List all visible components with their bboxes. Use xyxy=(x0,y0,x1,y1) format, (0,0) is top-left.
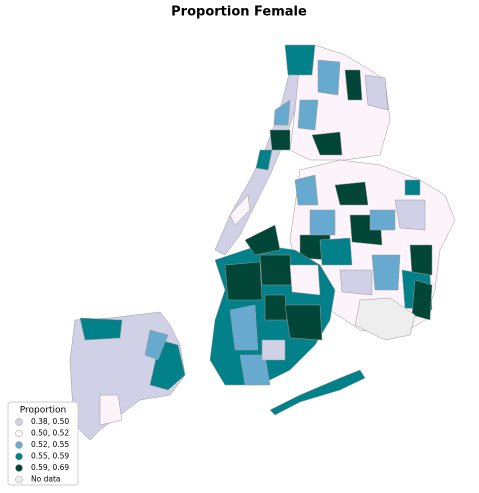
region xyxy=(289,44,391,161)
region xyxy=(354,297,416,341)
legend-label: No data xyxy=(31,475,60,484)
region xyxy=(99,394,123,426)
region xyxy=(369,209,396,231)
choropleth-map xyxy=(69,44,456,441)
region xyxy=(319,237,353,266)
region xyxy=(294,174,319,206)
region xyxy=(311,131,343,156)
legend-swatch xyxy=(15,464,23,472)
legend-swatch xyxy=(15,475,23,484)
legend-label: 0.59, 0.69 xyxy=(31,463,69,472)
region xyxy=(364,74,389,111)
region xyxy=(411,279,433,321)
region xyxy=(284,44,316,76)
region xyxy=(334,181,369,206)
region xyxy=(269,369,366,416)
region xyxy=(284,304,323,341)
region xyxy=(224,261,263,301)
legend-label: 0.38, 0.50 xyxy=(31,417,69,426)
region xyxy=(244,224,281,256)
legend-title: Proportion xyxy=(20,406,66,416)
region xyxy=(229,194,251,226)
region xyxy=(289,264,321,296)
legend-swatch xyxy=(15,418,23,426)
region xyxy=(261,339,286,361)
legend-box xyxy=(7,401,79,486)
region xyxy=(255,149,273,171)
region xyxy=(309,209,336,236)
legend-label: 0.55, 0.59 xyxy=(31,452,69,461)
legend-swatch xyxy=(15,452,23,461)
region xyxy=(371,254,401,291)
region xyxy=(344,69,363,101)
region xyxy=(144,329,169,361)
legend-label: 0.50, 0.52 xyxy=(31,429,69,438)
region xyxy=(297,99,319,131)
region xyxy=(229,304,259,351)
region xyxy=(394,199,426,231)
region xyxy=(79,317,123,341)
region xyxy=(264,294,288,321)
legend: Proportion 0.38, 0.50 0.50, 0.52 0.52, 0.5… xyxy=(7,401,79,486)
region xyxy=(409,244,433,276)
region xyxy=(273,99,291,126)
region xyxy=(317,59,341,96)
region xyxy=(404,179,421,196)
region xyxy=(339,269,373,296)
region xyxy=(239,354,271,386)
legend-label: 0.52, 0.55 xyxy=(31,440,69,449)
legend-swatch xyxy=(15,441,23,449)
map-title: Proportion Female xyxy=(171,5,307,20)
region xyxy=(259,254,293,286)
region xyxy=(269,129,291,151)
legend-swatch xyxy=(15,429,23,438)
